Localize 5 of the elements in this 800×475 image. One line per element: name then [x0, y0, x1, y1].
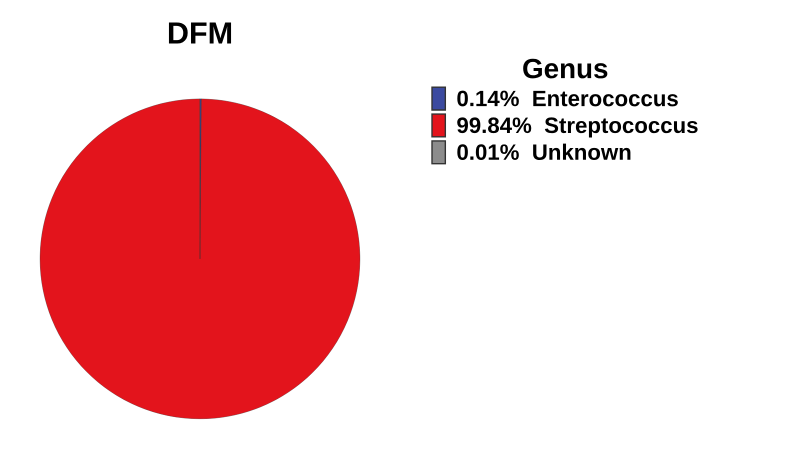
legend-label: 0.14% Enterococcus	[457, 90, 678, 106]
legend-title: Genus	[523, 58, 608, 78]
chart-title: DFM	[168, 22, 232, 44]
legend-label: 99.84% Streptococcus	[457, 117, 698, 138]
legend-label: 0.01% Unknown	[457, 144, 630, 160]
